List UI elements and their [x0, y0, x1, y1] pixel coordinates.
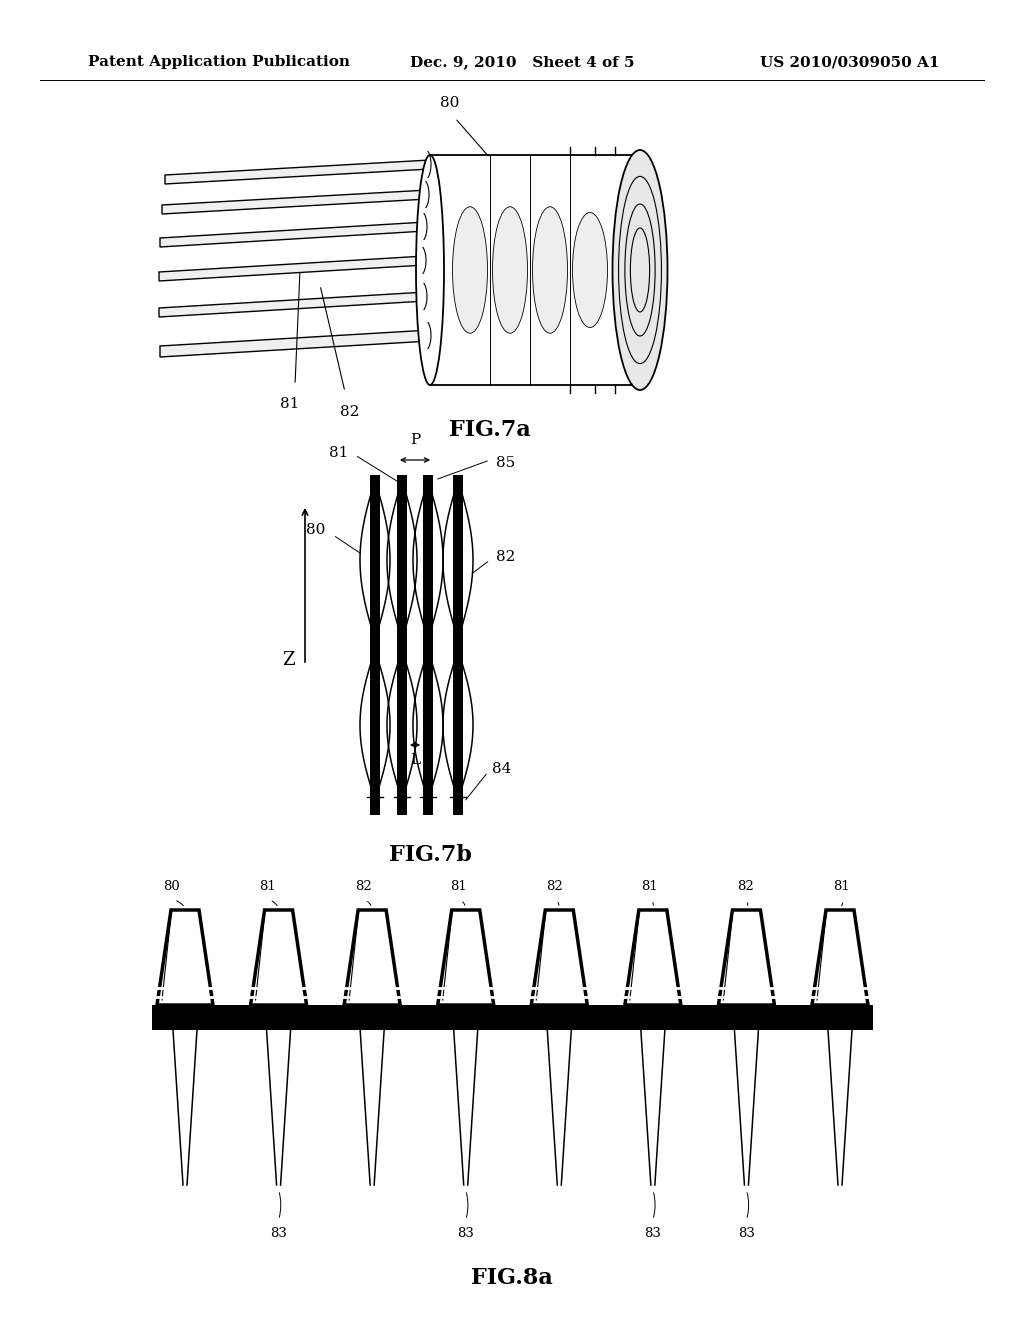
Polygon shape	[531, 909, 588, 1005]
Text: P: P	[410, 433, 420, 447]
Text: Dec. 9, 2010   Sheet 4 of 5: Dec. 9, 2010 Sheet 4 of 5	[410, 55, 635, 69]
Polygon shape	[157, 909, 213, 1005]
Text: 81: 81	[833, 880, 849, 894]
Text: 80: 80	[440, 96, 460, 110]
Text: 80: 80	[305, 523, 325, 537]
Text: 83: 83	[458, 1228, 474, 1239]
Text: Z: Z	[283, 651, 295, 669]
Polygon shape	[812, 909, 868, 1005]
Text: 80: 80	[164, 880, 180, 894]
Text: 85: 85	[496, 455, 515, 470]
Ellipse shape	[532, 207, 567, 333]
Bar	[423, 475, 433, 814]
Polygon shape	[251, 909, 306, 1005]
Bar	[370, 475, 380, 814]
Text: 82: 82	[546, 880, 562, 894]
Text: 82: 82	[737, 880, 754, 894]
Polygon shape	[159, 256, 425, 281]
Text: 83: 83	[738, 1228, 755, 1239]
Text: 81: 81	[641, 880, 658, 894]
Ellipse shape	[416, 154, 444, 385]
Text: Patent Application Publication: Patent Application Publication	[88, 55, 350, 69]
Text: US 2010/0309050 A1: US 2010/0309050 A1	[760, 55, 939, 69]
Bar	[152, 1005, 873, 1030]
Text: 81: 81	[259, 880, 275, 894]
Ellipse shape	[572, 213, 607, 327]
Bar	[397, 475, 407, 814]
Text: FIG.7a: FIG.7a	[450, 418, 530, 441]
Polygon shape	[165, 160, 430, 183]
Text: 81: 81	[329, 446, 348, 459]
Text: 82: 82	[340, 405, 359, 418]
Polygon shape	[160, 330, 430, 356]
Text: FIG.7b: FIG.7b	[388, 843, 471, 866]
Text: 81: 81	[451, 880, 467, 894]
Text: FIG.8a: FIG.8a	[471, 1267, 553, 1290]
Ellipse shape	[612, 150, 668, 389]
Polygon shape	[160, 222, 426, 247]
Polygon shape	[344, 909, 400, 1005]
Polygon shape	[437, 909, 494, 1005]
Text: 82: 82	[496, 550, 515, 564]
Text: 83: 83	[270, 1228, 287, 1239]
Polygon shape	[719, 909, 774, 1005]
Ellipse shape	[493, 207, 527, 333]
Ellipse shape	[453, 207, 487, 333]
Bar	[453, 475, 463, 814]
Text: L: L	[410, 752, 420, 767]
Polygon shape	[625, 909, 681, 1005]
Text: 84: 84	[492, 762, 511, 776]
Polygon shape	[162, 190, 428, 214]
Text: 81: 81	[281, 397, 300, 411]
Polygon shape	[159, 292, 426, 317]
Text: 83: 83	[644, 1228, 662, 1239]
Text: 82: 82	[354, 880, 372, 894]
